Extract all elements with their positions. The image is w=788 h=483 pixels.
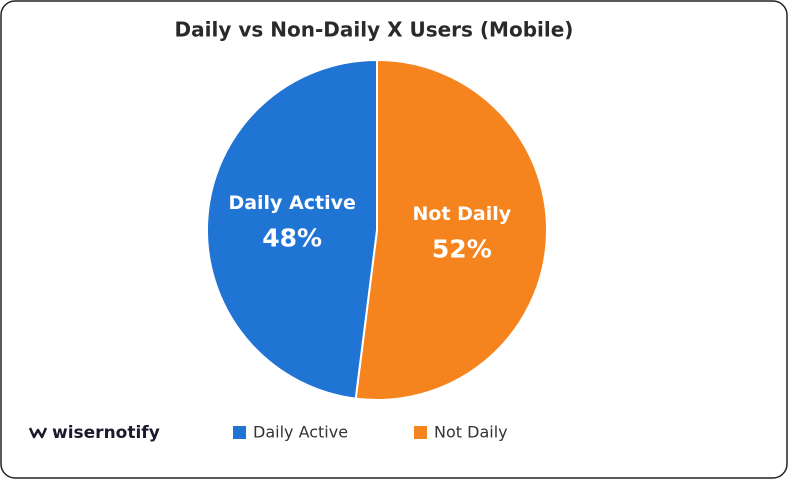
legend-swatch — [414, 426, 427, 439]
legend-label: Not Daily — [434, 423, 508, 442]
pie-slice — [206, 58, 378, 400]
slice-name: Daily Active — [228, 192, 355, 214]
slice-value: 48% — [262, 224, 322, 253]
legend-label: Daily Active — [253, 423, 348, 442]
pie-slice — [354, 58, 549, 401]
brand-logo — [28, 427, 48, 439]
legend-swatch — [233, 426, 246, 439]
chart-title: Daily vs Non-Daily X Users (Mobile) — [175, 18, 574, 42]
slice-value: 52% — [432, 234, 492, 263]
brand: wisernotify — [52, 423, 160, 443]
slice-name: Not Daily — [413, 203, 512, 225]
